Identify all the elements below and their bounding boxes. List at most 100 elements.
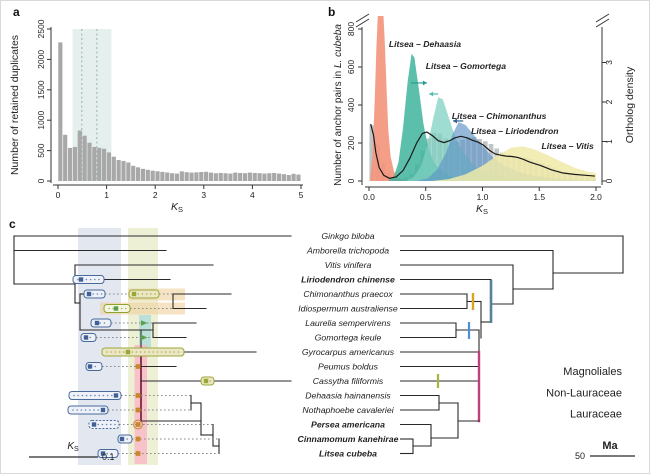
- phylogeny-panel: Ginkgo biloba Amborella trichopoda Vitis v…: [13, 228, 635, 465]
- wgd-box-marker: [100, 451, 106, 456]
- histogram-bar: [111, 156, 116, 181]
- curve-label-dehaasia: Litsea – Dehaasia: [389, 39, 461, 49]
- histogram-bar: [233, 172, 238, 181]
- histogram-bar: [199, 172, 204, 181]
- density-curve-gomortega: [388, 53, 517, 182]
- wgd-box-dot: [77, 394, 79, 397]
- y-axis-title-right: Ortholog density: [624, 66, 636, 143]
- wgd-box-dot: [118, 351, 121, 353]
- x-tick-label: 2: [153, 190, 158, 200]
- wgd-box-dot: [160, 351, 163, 353]
- wgd-box-dot: [125, 307, 127, 310]
- histogram-bar: [126, 162, 131, 181]
- wgd-box: [128, 289, 160, 299]
- x-tick-label: 5: [299, 190, 304, 200]
- histogram-bar: [97, 147, 102, 181]
- species-label: Cassytha filiformis: [313, 376, 384, 386]
- y-tick-label: 500: [36, 143, 46, 157]
- histogram-bar: [238, 172, 243, 181]
- wgd-box-dot: [94, 394, 96, 397]
- y-tick-label: 1500: [36, 80, 46, 99]
- wgd-box-dot: [123, 351, 125, 353]
- shift-arrow-head: [422, 80, 427, 86]
- y-tick-label: 2: [604, 99, 614, 104]
- histogram-bar: [58, 42, 63, 181]
- x-axis-title: KS: [171, 201, 183, 214]
- wgd-box-dot: [93, 409, 95, 411]
- wgd-box-dot: [92, 293, 94, 295]
- histogram-bar: [272, 172, 277, 181]
- panel-b-label: b: [328, 5, 336, 19]
- x-tick-label: 1: [104, 190, 109, 200]
- density-curve-vitis: [431, 146, 596, 181]
- axis-break: [595, 13, 610, 23]
- wgd-box-dot: [77, 278, 79, 281]
- wgd-box-dot: [89, 278, 92, 281]
- wgd-box-marker: [78, 277, 84, 282]
- x-tick-label: 1.0: [477, 192, 489, 202]
- wgd-box-marker: [131, 291, 137, 297]
- species-label: Dehaasia hainanensis: [305, 391, 391, 401]
- wgd-box-dot: [169, 351, 171, 353]
- ks-histogram-panel: 0 500 1000 1500 2000 2500 0 1 2 3 4 5 Number of reta…: [9, 19, 304, 214]
- wgd-box-dot: [108, 307, 110, 310]
- wgd-box-marker: [94, 320, 100, 326]
- x-tick-label: 0.5: [420, 192, 432, 202]
- curve-label-vitis: Litsea – Vitis: [542, 141, 594, 151]
- histogram-bar: [242, 173, 248, 181]
- orange-marker: [135, 407, 141, 413]
- histogram-bar: [77, 130, 82, 181]
- species-label: Vitis vinifera: [325, 260, 372, 270]
- histogram-bar: [296, 174, 301, 181]
- time-tree: [400, 235, 624, 455]
- wgd-box-dot: [90, 394, 92, 397]
- panel-c-label: c: [9, 217, 16, 231]
- wgd-box-dot: [148, 351, 150, 353]
- highlight-band: [78, 228, 121, 465]
- wgd-box-marker: [113, 393, 119, 398]
- histogram-bar: [252, 172, 257, 181]
- shift-arrow-head: [452, 118, 457, 124]
- wgd-box-marker: [86, 291, 92, 297]
- y-axis-title: Number of anchor pairs in L. cubeba: [333, 24, 344, 186]
- y-tick-label: 3: [604, 60, 614, 65]
- histogram-bar: [194, 172, 199, 181]
- histogram-bar: [106, 152, 112, 181]
- wgd-box-dot: [106, 351, 108, 353]
- species-label: Peumus boldus: [318, 362, 379, 372]
- wgd-box-dot: [105, 423, 108, 426]
- histogram-bar: [116, 160, 121, 181]
- curve-label-liriodendron: Litsea – Liriodendron: [471, 126, 558, 136]
- curve-label-chimonanthus: Litsea – Chimonanthus: [452, 111, 547, 121]
- wgd-box: [90, 318, 112, 328]
- wgd-box-dot: [81, 394, 84, 397]
- wgd-box-dot: [111, 394, 113, 397]
- x-tick-label: 4: [250, 190, 255, 200]
- histogram-bar: [213, 173, 218, 181]
- wgd-box-dot: [150, 293, 152, 295]
- wgd-box-dot: [102, 394, 105, 397]
- wgd-box-dot: [114, 423, 116, 426]
- orange-marker: [135, 436, 141, 442]
- histogram-bar: [276, 173, 282, 181]
- y-tick-label: 1000: [36, 110, 46, 129]
- histogram-bar: [262, 173, 267, 181]
- wgd-box: [101, 347, 185, 357]
- histogram-bar: [87, 142, 92, 181]
- species-label: Idiospermum australiense: [298, 304, 398, 314]
- wgd-box-marker: [125, 349, 131, 355]
- wgd-box-dot: [80, 409, 83, 411]
- wgd-box-marker: [83, 335, 89, 340]
- histogram-bar: [267, 173, 272, 181]
- wgd-box-dot: [131, 351, 133, 353]
- species-label: Litsea cubeba: [319, 449, 377, 459]
- x-tick-label: 1.5: [533, 192, 545, 202]
- panel-a-label: a: [13, 5, 20, 19]
- x-axis-title: KS: [476, 203, 488, 216]
- histogram-bar: [291, 173, 296, 181]
- x-tick-label: 0.0: [363, 192, 375, 202]
- wgd-box-dot: [101, 423, 104, 426]
- wgd-box-dot: [135, 351, 138, 353]
- wgd-box-dot: [141, 293, 144, 295]
- histogram-bar: [131, 165, 136, 181]
